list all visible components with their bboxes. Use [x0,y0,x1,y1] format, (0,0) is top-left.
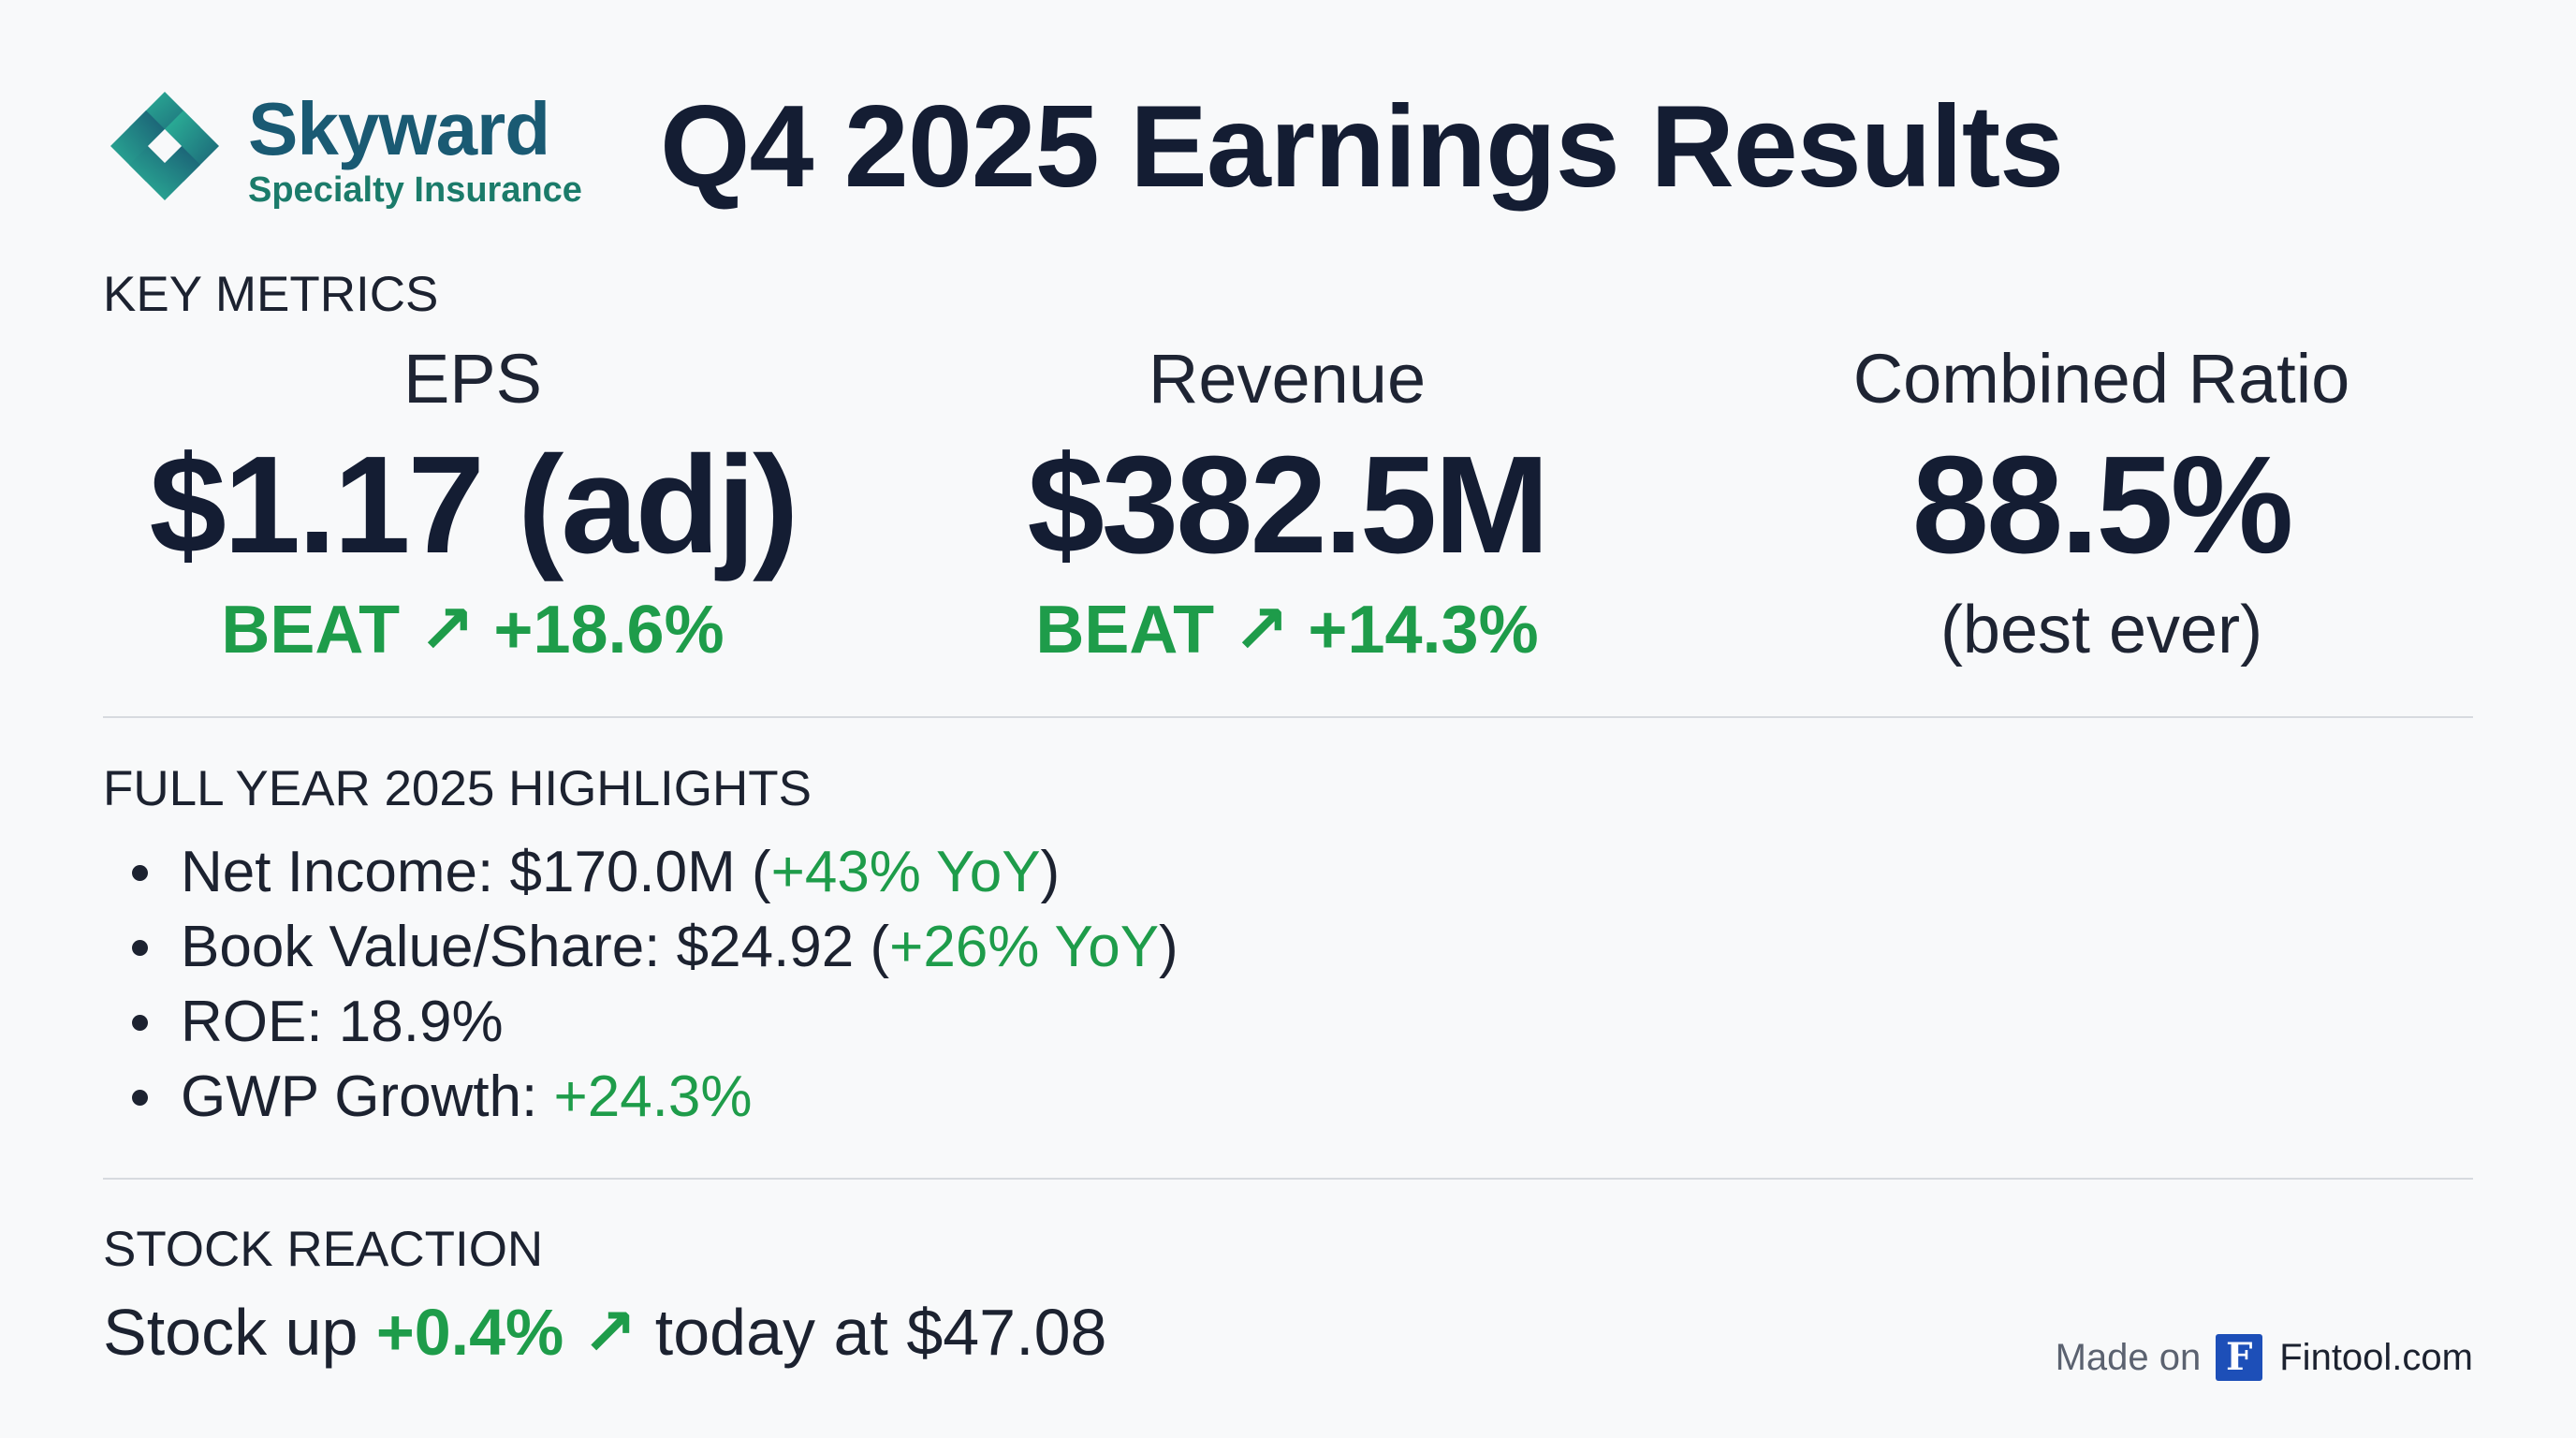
fintool-link[interactable]: Fintool.com [2279,1337,2473,1378]
highlight-suffix: ) [1159,915,1178,979]
key-metrics-heading: KEY METRICS [103,267,439,322]
metric-label: EPS [402,340,543,418]
metric-revenue: Revenue $382.5M BEAT ↗ +14.3% [922,337,1652,672]
metric-eps: EPS $1.17 (adj) BEAT ↗ +18.6% [108,337,838,672]
highlight-text: Net Income: $170.0M ( [181,840,771,904]
metric-value: $1.17 (adj) [149,428,799,582]
highlight-change: +24.3% [553,1064,753,1129]
metric-label: Revenue [1148,340,1427,418]
highlight-text: ROE: 18.9% [181,990,504,1054]
list-item: Net Income: $170.0M (+43% YoY) [126,835,1178,910]
list-item: GWP Growth: +24.3% [126,1060,1178,1135]
made-on-label: Made on [2055,1337,2202,1378]
stock-change: +0.4% ↗ [375,1296,637,1369]
highlights-list: Net Income: $170.0M (+43% YoY) Book Valu… [126,835,1178,1135]
page-title: Q4 2025 Earnings Results [660,82,2064,212]
stock-suffix: today at $47.08 [637,1296,1107,1369]
highlight-change: +26% YoY [889,915,1160,979]
stock-prefix: Stock up [103,1296,376,1369]
fintool-logo-icon: F [2216,1334,2263,1381]
footer-attribution[interactable]: Made on F Fintool.com [2056,1331,2473,1384]
metric-label: Combined Ratio [1852,340,2350,418]
metric-value: $382.5M [1027,428,1550,582]
metric-beat-note: BEAT ↗ +18.6% [221,593,724,668]
bullet-icon [132,1015,148,1031]
list-item: ROE: 18.9% [126,985,1178,1060]
bullet-icon [132,1090,148,1106]
section-divider [103,1178,2473,1180]
stock-reaction-heading: STOCK REACTION [103,1222,544,1277]
list-item: Book Value/Share: $24.92 (+26% YoY) [126,910,1178,985]
metric-combined-ratio: Combined Ratio 88.5% (best ever) [1736,337,2466,672]
brand-name: Skyward [248,87,550,170]
skyward-logo-icon [110,92,219,200]
highlights-heading: FULL YEAR 2025 HIGHLIGHTS [103,761,812,816]
bullet-icon [132,940,148,956]
bullet-icon [132,865,148,881]
highlight-text: GWP Growth: [181,1064,554,1129]
metric-beat-note: BEAT ↗ +14.3% [1035,593,1539,668]
metric-value: 88.5% [1911,428,2294,582]
highlight-change: +43% YoY [770,840,1041,904]
highlight-text: Book Value/Share: $24.92 ( [181,915,890,979]
stock-reaction-text: Stock up +0.4% ↗ today at $47.08 [103,1290,1106,1374]
metric-note: (best ever) [1939,593,2263,668]
brand-block: Skyward Specialty Insurance [248,86,582,210]
brand-subtitle: Specialty Insurance [248,170,582,210]
highlight-suffix: ) [1040,840,1061,904]
section-divider [103,716,2473,718]
